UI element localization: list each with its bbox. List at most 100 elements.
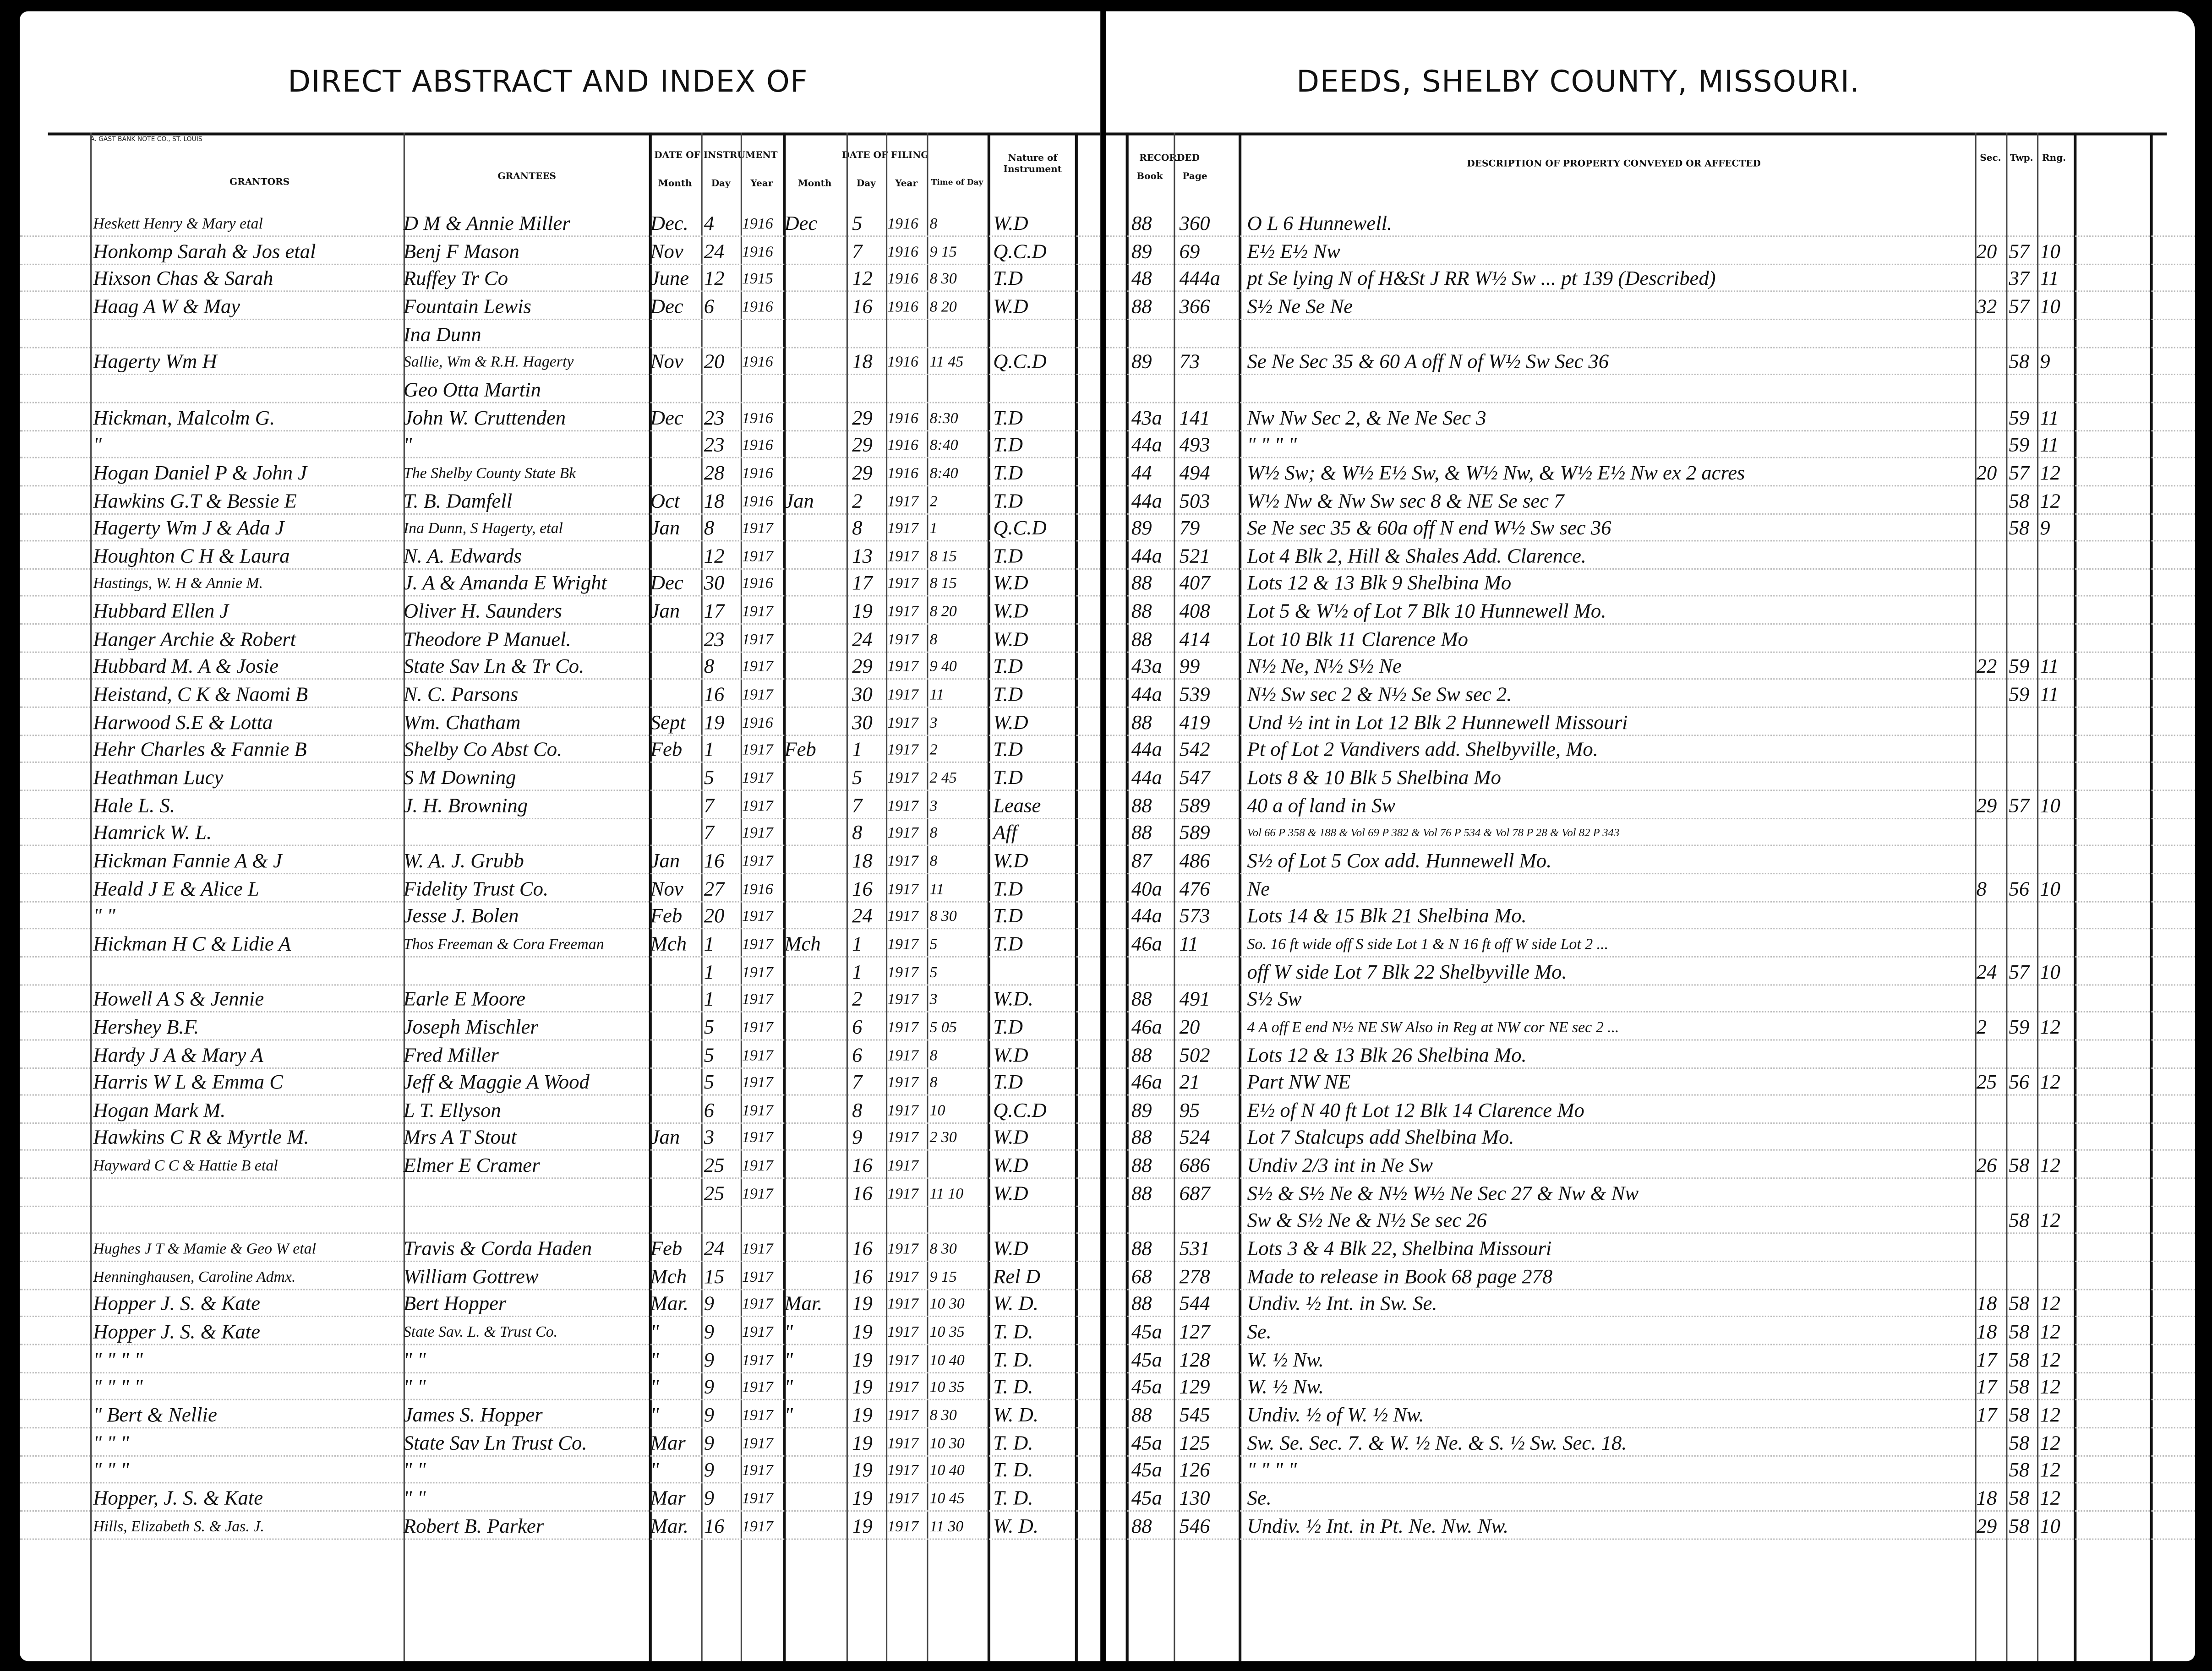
book-number: 88: [1131, 1404, 1152, 1427]
township: 58: [2009, 517, 2030, 540]
nature-of-instrument: T.D: [993, 656, 1023, 679]
filing-year: 1917: [887, 686, 918, 704]
range: 12: [2040, 1459, 2060, 1483]
instrument-day: 27: [704, 878, 725, 901]
instrument-month: ": [650, 1349, 659, 1372]
rng-header: Rng.: [2042, 152, 2066, 164]
filing-time: 8: [929, 631, 938, 648]
ruled-line: [1106, 291, 2196, 294]
filing-day: 8: [852, 822, 863, 845]
book-number: 88: [1131, 1044, 1152, 1067]
nature-of-instrument: W.D: [993, 573, 1028, 596]
nature-of-instrument: T.D: [993, 878, 1023, 901]
ruled-line: [1106, 789, 2196, 792]
range: 10: [2040, 240, 2060, 263]
filing-year: 1917: [887, 1324, 918, 1341]
grantee-cell: State Sav Ln & Tr Co.: [403, 656, 584, 679]
range: 12: [2040, 1210, 2060, 1233]
filing-time: 2 45: [929, 770, 957, 787]
date-of-filing-header: DATE OF FILING: [841, 149, 929, 161]
page-number: 444a: [1179, 268, 1220, 291]
book-number: 40a: [1131, 878, 1162, 901]
filing-year: 1917: [887, 770, 918, 787]
filing-day-header: Day: [856, 177, 876, 189]
ruled-line: [20, 1482, 1101, 1485]
filing-time: 8 30: [929, 908, 957, 925]
section: 22: [1976, 656, 1997, 679]
property-description: Lot 5 & W½ of Lot 7 Blk 10 Hunnewell Mo.: [1247, 601, 1606, 624]
filing-year: 1917: [887, 742, 918, 759]
property-description: Undiv. ½ of W. ½ Nw.: [1247, 1404, 1424, 1427]
property-description: pt Se lying N of H&St J RR W½ Sw ... pt …: [1247, 268, 1716, 291]
range: 12: [2040, 1487, 2060, 1510]
book-number: 46a: [1131, 1016, 1162, 1039]
grantee-cell: Ina Dunn, S Hagerty, etal: [403, 520, 563, 538]
instrument-year: 1917: [742, 1130, 773, 1147]
book-number: 44a: [1131, 545, 1162, 568]
ruled-line: [1106, 706, 2196, 709]
nature-of-instrument: T. D.: [993, 1377, 1033, 1399]
nature-of-instrument: W.D: [993, 1044, 1028, 1067]
ruled-line: [20, 429, 1101, 432]
instrument-year: 1917: [742, 1047, 773, 1064]
instrument-year: 1916: [742, 493, 773, 510]
ruled-line: [1106, 1344, 2196, 1347]
ruled-line: [1106, 1288, 2196, 1291]
range: 12: [2040, 462, 2060, 485]
ruled-line: [1106, 595, 2196, 599]
instrument-month: Nov: [650, 240, 683, 263]
section: 18: [1976, 1321, 1997, 1344]
instrument-year: 1917: [742, 1351, 773, 1369]
ruled-line: [1106, 1233, 2196, 1236]
left-page-title: DIRECT ABSTRACT AND INDEX OF: [288, 65, 808, 99]
page-number: 539: [1179, 684, 1210, 707]
property-description: O L 6 Hunnewell.: [1247, 212, 1393, 236]
ruled-line: [1106, 1039, 2196, 1042]
filing-day: 2: [852, 490, 863, 513]
section: 20: [1976, 240, 1997, 263]
grantor-cell: Hanger Archie & Robert: [93, 628, 296, 651]
filing-month: ": [784, 1321, 793, 1344]
grantor-cell: Hagerty Wm J & Ada J: [93, 517, 284, 540]
instrument-day: 23: [704, 435, 725, 457]
nature-of-instrument: W.D: [993, 1238, 1028, 1261]
grantor-cell: Hopper J. S. & Kate: [93, 1293, 260, 1317]
instrument-year: 1917: [742, 742, 773, 759]
ruled-line: [1106, 512, 2196, 515]
book-number: 89: [1131, 240, 1152, 263]
instrument-day: 18: [704, 490, 725, 513]
ruled-line: [20, 1288, 1101, 1291]
instrument-day: 6: [704, 1099, 715, 1122]
book-number: 88: [1131, 601, 1152, 624]
filing-time: 8 20: [929, 604, 957, 621]
instrument-month: Nov: [650, 878, 683, 901]
ruled-line: [1106, 1538, 2196, 1540]
page-number: 20: [1179, 1016, 1200, 1039]
instrument-year: 1917: [742, 825, 773, 843]
instrument-month: Dec: [650, 407, 683, 430]
nature-of-instrument: T. D.: [993, 1349, 1033, 1372]
section: 25: [1976, 1072, 1997, 1094]
filing-day: 29: [852, 462, 873, 485]
filing-day: 1: [852, 933, 863, 956]
ruled-line: [20, 1149, 1101, 1153]
filing-year: 1916: [887, 299, 918, 316]
property-description: Lots 8 & 10 Blk 5 Shelbina Mo: [1247, 767, 1501, 790]
grantee-cell: Jesse J. Bolen: [403, 905, 519, 928]
filing-year: 1917: [887, 825, 918, 843]
ruled-line: [20, 1261, 1101, 1263]
township: 58: [2009, 1432, 2030, 1455]
grantor-cell: Harwood S.E & Lotta: [93, 712, 273, 735]
grantee-cell: Fountain Lewis: [403, 296, 531, 319]
property-description: Lot 7 Stalcups add Shelbina Mo.: [1247, 1127, 1514, 1150]
instrument-year: 1917: [742, 1019, 773, 1036]
filing-month: ": [784, 1377, 793, 1399]
book-header: Book: [1136, 170, 1163, 182]
grantee-cell: State Sav Ln Trust Co.: [403, 1432, 587, 1455]
instrument-day: 20: [704, 905, 725, 928]
grantee-cell: Oliver H. Saunders: [403, 601, 562, 624]
book-number: 43a: [1131, 407, 1162, 430]
filing-time: 3: [929, 797, 938, 815]
instrument-day: 23: [704, 628, 725, 651]
range: 11: [2040, 435, 2059, 457]
